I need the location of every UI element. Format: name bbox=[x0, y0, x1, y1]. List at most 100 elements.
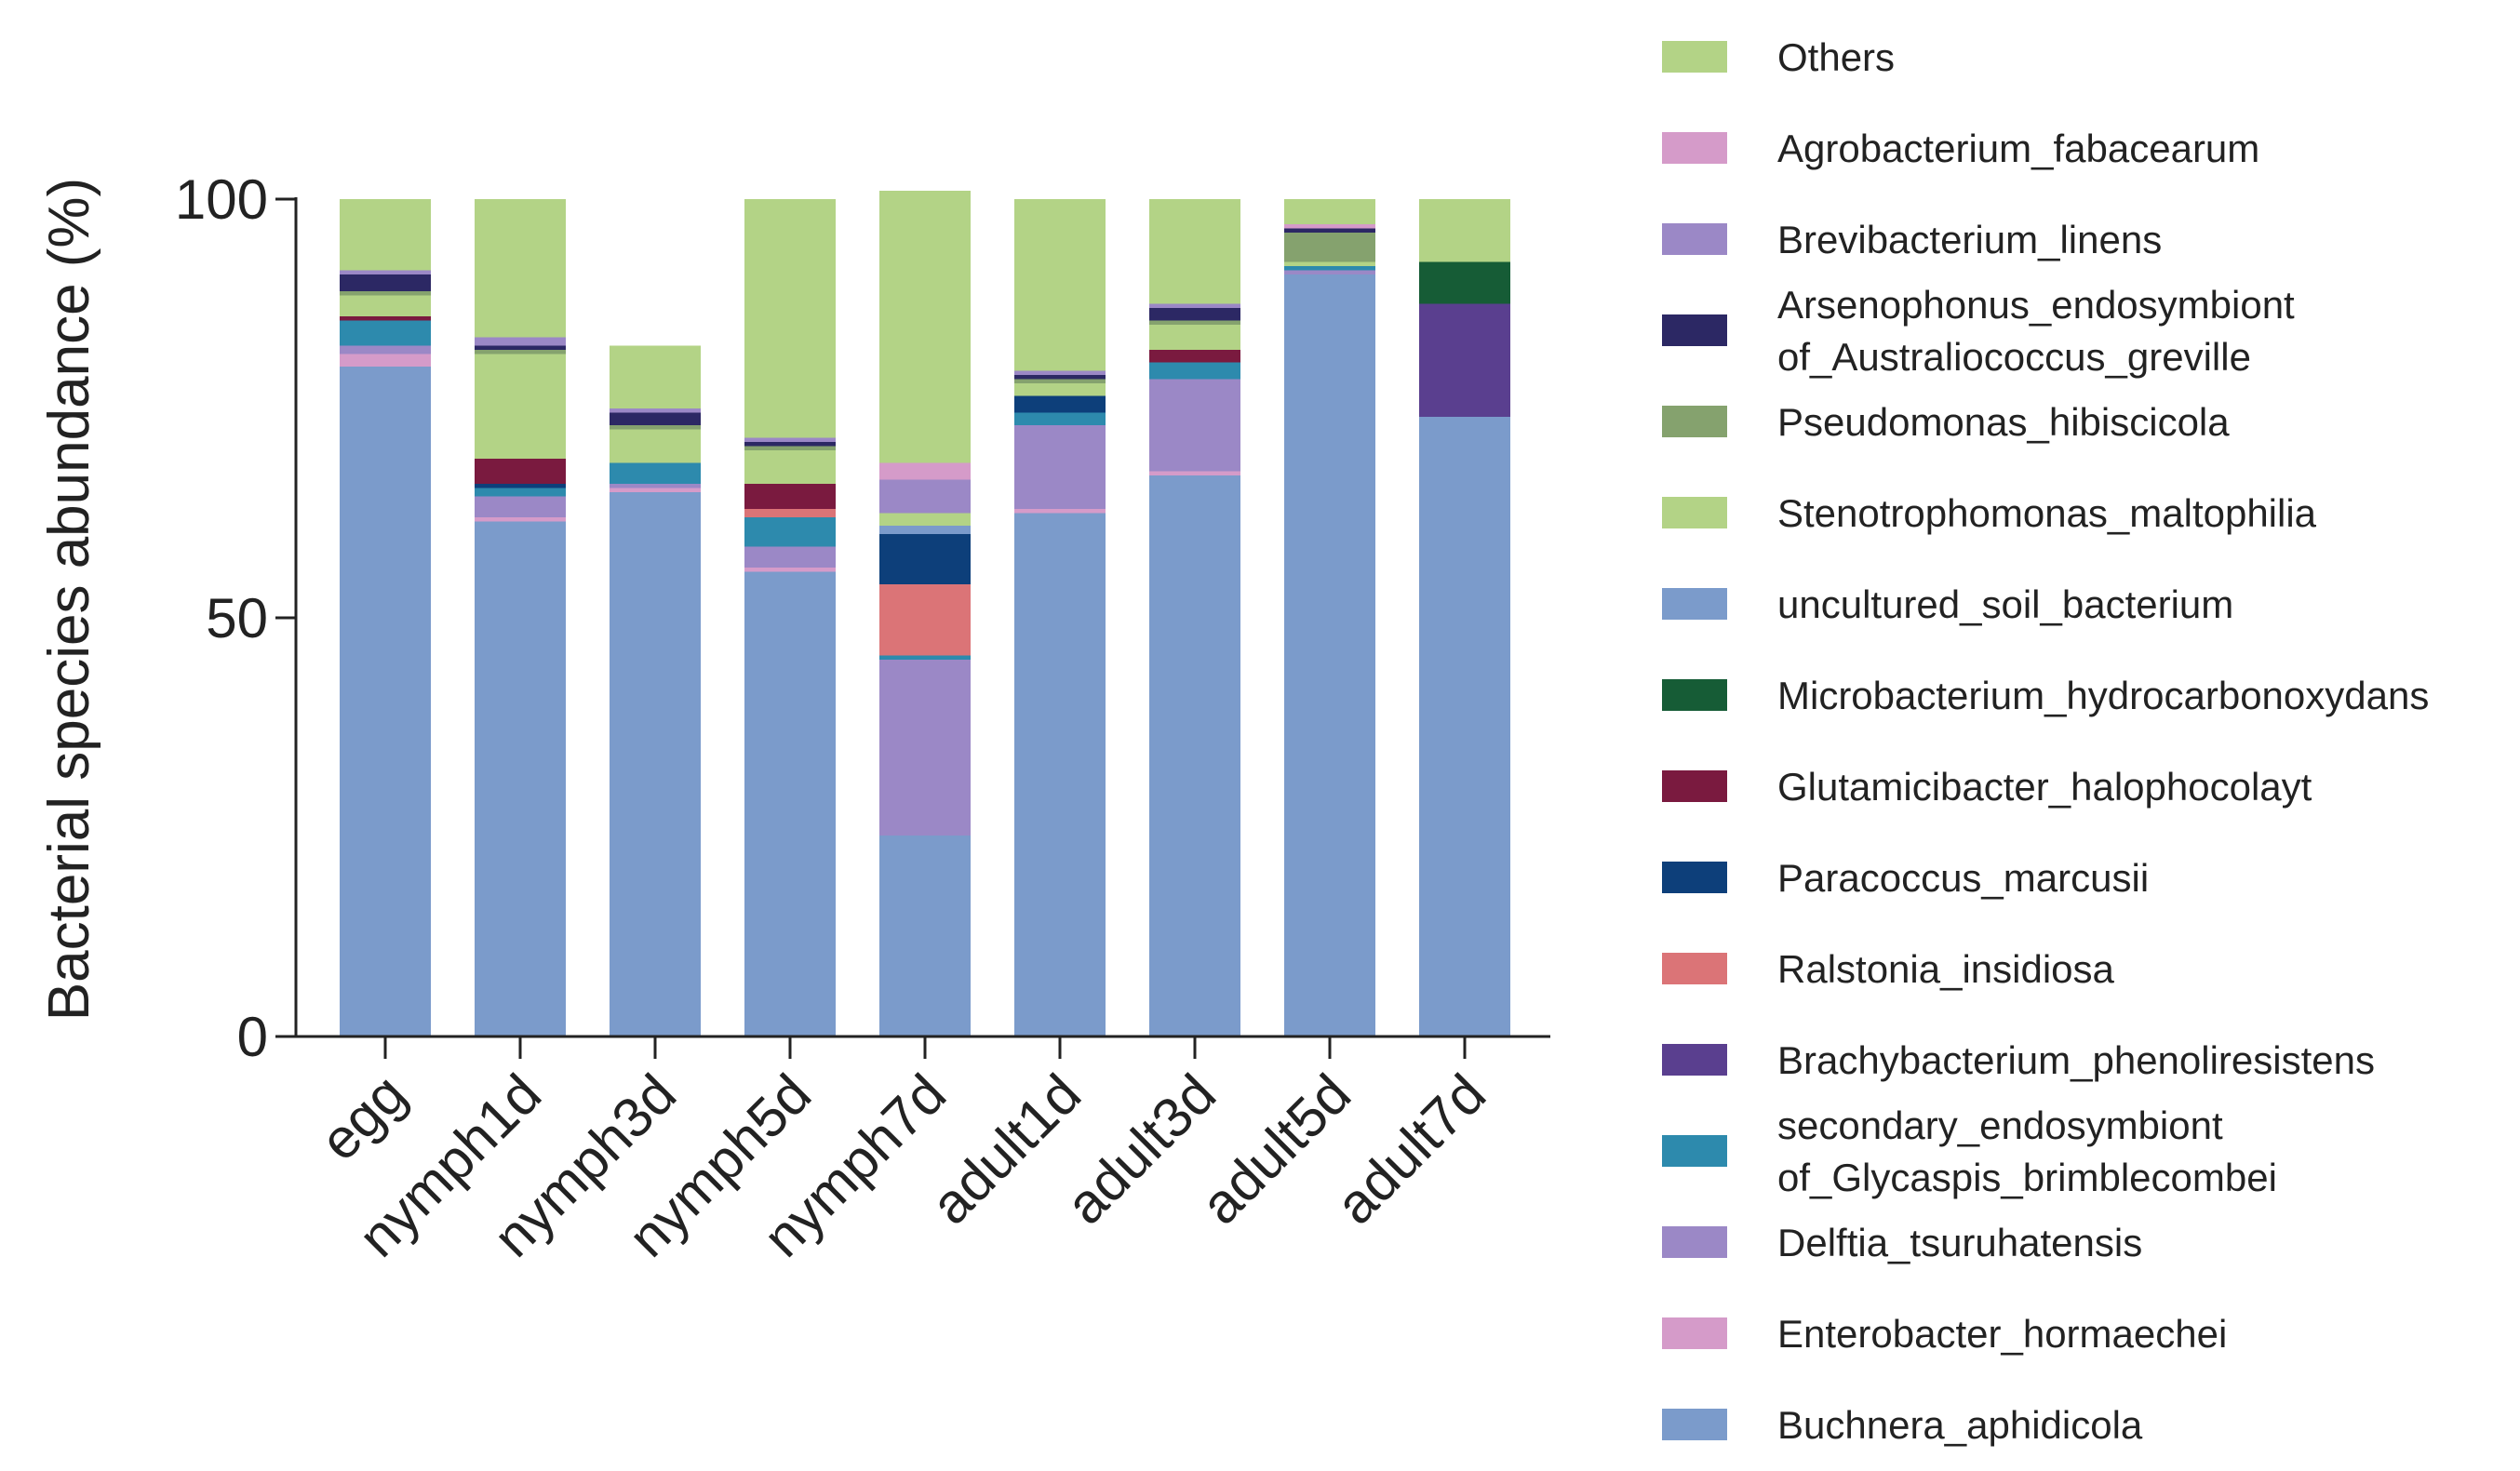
legend-label-enterobacter-hormaechei: Enterobacter_hormaechei bbox=[1777, 1312, 2227, 1356]
bar-nymph7d-buchnera-aphidicola bbox=[879, 836, 971, 1036]
bar-nymph7d-others bbox=[879, 191, 971, 463]
x-tick-label-adult3d: adult3d bbox=[1054, 1063, 1228, 1237]
legend-label-secondary-endosymbiont-of-glycaspis-brimblecombei: secondary_endosymbiont of_Glycaspis_brimb… bbox=[1777, 1103, 2277, 1199]
bar-adult5d-stenotrophomonas-maltophilia bbox=[1284, 261, 1375, 266]
legend-label-microbacterium-hydrocarbonoxydans: Microbacterium_hydrocarbonoxydans bbox=[1777, 674, 2429, 717]
bar-adult3d-brevibacterium-linens bbox=[1149, 303, 1240, 308]
bar-nymph5d-ralstonia-insidiosa bbox=[744, 509, 836, 517]
legend-swatch-stenotrophomonas-maltophilia bbox=[1662, 497, 1727, 528]
bar-egg-brevibacterium-linens bbox=[340, 270, 431, 274]
legend-label-buchnera-aphidicola: Buchnera_aphidicola bbox=[1777, 1403, 2143, 1447]
legend-label-agrobacterium-fabacearum: Agrobacterium_fabacearum bbox=[1777, 127, 2259, 170]
y-tick-label-50: 50 bbox=[206, 587, 268, 649]
legend-label-line: of_Glycaspis_brimblecombei bbox=[1777, 1156, 2277, 1199]
bar-nymph7d-secondary-endosymbiont-of-glycaspis-brimblecombei bbox=[879, 655, 971, 660]
bar-nymph3d-pseudomonas-hibiscicola bbox=[610, 425, 701, 430]
legend-label-ralstonia-insidiosa: Ralstonia_insidiosa bbox=[1777, 947, 2115, 991]
bar-nymph7d-brevibacterium-linens bbox=[879, 479, 971, 514]
bar-adult1d-others bbox=[1014, 199, 1106, 371]
bar-nymph7d-agrobacterium-fabacearum bbox=[879, 462, 971, 480]
bar-nymph5d-arsenophonus-endosymbiont-of-australiococcus-greville bbox=[744, 442, 836, 447]
bar-stacks bbox=[340, 191, 1510, 1036]
bar-nymph1d-brevibacterium-linens bbox=[475, 337, 566, 346]
bar-adult1d-delftia-tsuruhatensis bbox=[1014, 425, 1106, 509]
legend-swatch-buchnera-aphidicola bbox=[1662, 1409, 1727, 1440]
legend-swatch-pseudomonas-hibiscicola bbox=[1662, 406, 1727, 437]
bar-nymph1d-paracoccus-marcusii bbox=[475, 484, 566, 488]
bar-nymph1d-stenotrophomonas-maltophilia bbox=[475, 354, 566, 459]
bar-nymph1d-buchnera-aphidicola bbox=[475, 521, 566, 1036]
bar-adult1d-brevibacterium-linens bbox=[1014, 370, 1106, 375]
bar-adult1d-enterobacter-hormaechei bbox=[1014, 509, 1106, 514]
legend-label-uncultured-soil-bacterium: uncultured_soil_bacterium bbox=[1777, 582, 2233, 626]
bar-nymph3d-enterobacter-hormaechei bbox=[610, 488, 701, 492]
legend-label-brevibacterium-linens: Brevibacterium_linens bbox=[1777, 218, 2162, 261]
x-tick-label-adult7d: adult7d bbox=[1324, 1063, 1498, 1237]
legend-label-delftia-tsuruhatensis: Delftia_tsuruhatensis bbox=[1777, 1221, 2142, 1264]
x-tick-label-adult1d: adult1d bbox=[919, 1063, 1093, 1237]
legend: Others Agrobacterium_fabacearum Brevibacte… bbox=[1662, 35, 2429, 1447]
bar-adult5d-agrobacterium-fabacearum bbox=[1284, 224, 1375, 229]
bar-adult3d-pseudomonas-hibiscicola bbox=[1149, 320, 1240, 325]
legend-swatch-microbacterium-hydrocarbonoxydans bbox=[1662, 679, 1727, 711]
bar-adult5d-secondary-endosymbiont-of-glycaspis-brimblecombei bbox=[1284, 266, 1375, 271]
bar-egg-delftia-tsuruhatensis bbox=[340, 345, 431, 354]
legend-label-paracoccus-marcusii: Paracoccus_marcusii bbox=[1777, 856, 2149, 900]
bar-nymph1d-arsenophonus-endosymbiont-of-australiococcus-greville bbox=[475, 345, 566, 350]
legend-label-stenotrophomonas-maltophilia: Stenotrophomonas_maltophilia bbox=[1777, 491, 2317, 535]
bar-nymph3d-secondary-endosymbiont-of-glycaspis-brimblecombei bbox=[610, 462, 701, 484]
bar-nymph3d-arsenophonus-endosymbiont-of-australiococcus-greville bbox=[610, 412, 701, 425]
bar-adult1d-secondary-endosymbiont-of-glycaspis-brimblecombei bbox=[1014, 412, 1106, 425]
bar-adult1d-buchnera-aphidicola bbox=[1014, 513, 1106, 1036]
bar-adult3d-glutamicibacter-halophocolayt bbox=[1149, 350, 1240, 363]
bar-adult5d-others bbox=[1284, 199, 1375, 224]
bar-egg-buchnera-aphidicola bbox=[340, 367, 431, 1036]
y-axis-label: Bacterial species abundance (%) bbox=[37, 178, 101, 1021]
legend-swatch-enterobacter-hormaechei bbox=[1662, 1317, 1727, 1349]
y-tick-label-100: 100 bbox=[175, 168, 268, 231]
bar-nymph5d-buchnera-aphidicola bbox=[744, 571, 836, 1036]
legend-swatch-others bbox=[1662, 41, 1727, 73]
bar-adult1d-arsenophonus-endosymbiont-of-australiococcus-greville bbox=[1014, 375, 1106, 380]
legend-label-line: Arsenophonus_endosymbiont bbox=[1777, 283, 2295, 327]
x-tick-label-adult5d: adult5d bbox=[1189, 1063, 1363, 1237]
legend-swatch-uncultured-soil-bacterium bbox=[1662, 588, 1727, 620]
bar-egg-enterobacter-hormaechei bbox=[340, 354, 431, 367]
y-tick-label-0: 0 bbox=[237, 1006, 268, 1068]
bar-adult5d-pseudomonas-hibiscicola bbox=[1284, 233, 1375, 262]
bar-egg-secondary-endosymbiont-of-glycaspis-brimblecombei bbox=[340, 320, 431, 346]
bar-nymph5d-enterobacter-hormaechei bbox=[744, 568, 836, 572]
bar-nymph5d-pseudomonas-hibiscicola bbox=[744, 446, 836, 450]
bar-nymph7d-paracoccus-marcusii bbox=[879, 534, 971, 584]
bar-nymph1d-enterobacter-hormaechei bbox=[475, 517, 566, 522]
bar-adult1d-paracoccus-marcusii bbox=[1014, 395, 1106, 413]
bar-nymph3d-brevibacterium-linens bbox=[610, 408, 701, 413]
bar-nymph5d-secondary-endosymbiont-of-glycaspis-brimblecombei bbox=[744, 517, 836, 547]
bar-nymph5d-others bbox=[744, 199, 836, 438]
bar-adult7d-buchnera-aphidicola bbox=[1419, 417, 1510, 1036]
bar-nymph1d-pseudomonas-hibiscicola bbox=[475, 350, 566, 354]
legend-swatch-secondary-endosymbiont-of-glycaspis-brimblecombei bbox=[1662, 1135, 1727, 1167]
legend-label-line: of_Australiococcus_greville bbox=[1777, 335, 2251, 379]
bar-nymph1d-others bbox=[475, 199, 566, 338]
bar-adult7d-brachybacterium-phenoliresistens bbox=[1419, 303, 1510, 417]
bar-adult3d-buchnera-aphidicola bbox=[1149, 475, 1240, 1036]
bar-nymph7d-uncultured-soil-bacterium bbox=[879, 526, 971, 534]
bar-nymph5d-brevibacterium-linens bbox=[744, 437, 836, 442]
bar-nymph3d-stenotrophomonas-maltophilia bbox=[610, 429, 701, 463]
bar-nymph5d-glutamicibacter-halophocolayt bbox=[744, 484, 836, 509]
bar-nymph3d-delftia-tsuruhatensis bbox=[610, 484, 701, 488]
bar-adult5d-delftia-tsuruhatensis bbox=[1284, 270, 1375, 274]
bar-nymph1d-secondary-endosymbiont-of-glycaspis-brimblecombei bbox=[475, 488, 566, 497]
legend-label-others: Others bbox=[1777, 35, 1895, 79]
bar-nymph3d-others bbox=[610, 345, 701, 408]
bar-egg-stenotrophomonas-maltophilia bbox=[340, 295, 431, 316]
bar-egg-others bbox=[340, 199, 431, 271]
legend-label-glutamicibacter-halophocolayt: Glutamicibacter_halophocolayt bbox=[1777, 765, 2312, 809]
bar-adult7d-microbacterium-hydrocarbonoxydans bbox=[1419, 261, 1510, 304]
legend-label-brachybacterium-phenoliresistens: Brachybacterium_phenoliresistens bbox=[1777, 1038, 2375, 1082]
legend-label-pseudomonas-hibiscicola: Pseudomonas_hibiscicola bbox=[1777, 400, 2230, 444]
bar-adult3d-enterobacter-hormaechei bbox=[1149, 471, 1240, 475]
